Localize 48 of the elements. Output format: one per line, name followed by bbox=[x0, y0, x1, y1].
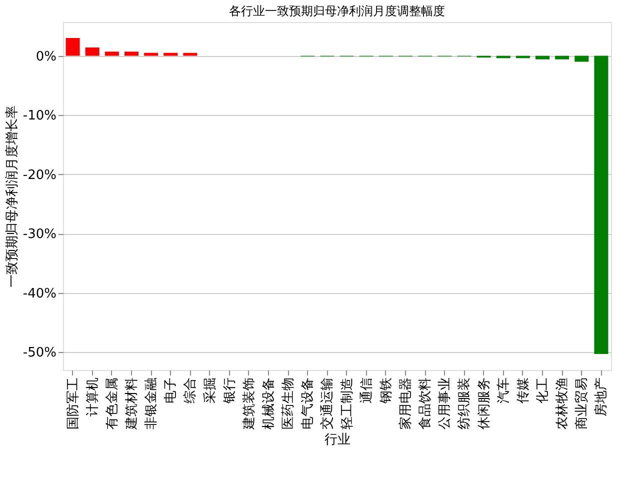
x-tick-label: 医药生物 bbox=[281, 378, 296, 430]
x-tick-label: 汽车 bbox=[496, 378, 512, 404]
x-tick-label: 有色金属 bbox=[104, 378, 120, 430]
x-tick-label: 传媒 bbox=[516, 378, 531, 404]
x-tick-label: 建筑材料 bbox=[124, 378, 140, 430]
x-tick-label: 房地产 bbox=[593, 378, 610, 416]
x-tick-label: 通信 bbox=[359, 378, 374, 404]
x-tick-label: 商业贸易 bbox=[574, 378, 590, 430]
y-tick-label: -40% bbox=[22, 286, 56, 302]
chart-title: 各行业一致预期归母净利润月度调整幅度 bbox=[229, 4, 445, 18]
bar bbox=[85, 47, 100, 56]
bar bbox=[536, 56, 550, 60]
x-tick-label: 机械设备 bbox=[262, 378, 276, 430]
y-tick-label: -20% bbox=[22, 168, 56, 183]
x-tick-label: 轻工制造 bbox=[340, 378, 355, 430]
y-tick-label: -10% bbox=[22, 108, 56, 124]
bar bbox=[183, 52, 198, 56]
x-tick-label: 休闲服务 bbox=[476, 378, 492, 430]
x-tick-label: 食品饮料 bbox=[418, 378, 434, 430]
x-tick-label: 建筑装饰 bbox=[242, 378, 257, 430]
x-tick-label: 化工 bbox=[536, 378, 550, 404]
bar bbox=[555, 56, 570, 60]
x-tick-label: 计算机 bbox=[85, 378, 100, 416]
bar bbox=[594, 56, 608, 354]
bar bbox=[124, 52, 138, 56]
x-tick-label: 综合 bbox=[183, 378, 198, 404]
x-tick-label: 家用电器 bbox=[398, 378, 414, 430]
bar bbox=[144, 52, 158, 56]
x-tick-label: 电子 bbox=[164, 378, 179, 404]
x-tick-label: 电气设备 bbox=[300, 378, 316, 430]
x-axis-title: 行业 bbox=[324, 432, 350, 448]
x-tick-label: 纺织服装 bbox=[457, 378, 472, 430]
x-tick-label: 非银金融 bbox=[144, 378, 160, 430]
y-tick-label: -30% bbox=[22, 227, 56, 242]
x-tick-label: 公用事业 bbox=[438, 378, 453, 430]
bar bbox=[574, 56, 589, 62]
x-tick-label: 采掘 bbox=[202, 378, 218, 404]
x-tick-label: 钢铁 bbox=[378, 378, 394, 404]
bar bbox=[66, 38, 80, 56]
y-axis-title: 一致预期归母净利润月度增长率 bbox=[4, 106, 20, 288]
x-tick-label: 农林牧渔 bbox=[555, 378, 570, 430]
x-tick-label: 交通运输 bbox=[319, 378, 336, 430]
y-tick-label: 0% bbox=[36, 49, 56, 64]
x-tick-label: 银行 bbox=[222, 378, 238, 404]
bar bbox=[164, 52, 178, 56]
bar bbox=[104, 52, 119, 56]
y-tick-label: -50% bbox=[22, 346, 56, 361]
x-tick-label: 国防军工 bbox=[66, 378, 81, 430]
